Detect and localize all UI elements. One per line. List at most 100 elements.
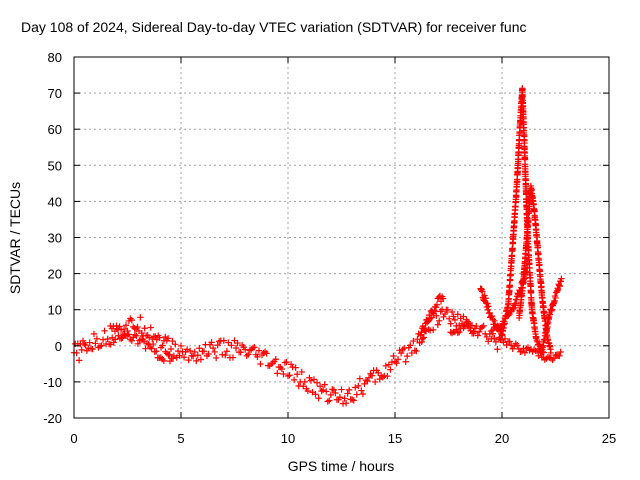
data-point: [390, 352, 397, 360]
data-point: [128, 337, 135, 344]
data-point: [229, 354, 237, 361]
data-point: [152, 333, 159, 340]
data-point: [193, 357, 200, 365]
x-tick-label: 5: [177, 431, 184, 446]
x-tick-label: 10: [281, 431, 295, 446]
data-point: [146, 334, 153, 341]
data-point: [169, 337, 176, 345]
data-point: [514, 342, 521, 349]
data-point: [118, 335, 125, 342]
data-point: [78, 346, 85, 354]
data-point: [191, 348, 198, 356]
data-point: [349, 396, 356, 403]
data-point: [172, 341, 179, 348]
data-point: [313, 379, 321, 386]
data-point: [123, 332, 131, 339]
data-point: [364, 377, 371, 385]
data-point: [148, 345, 155, 352]
data-point: [304, 387, 312, 395]
y-tick-label: 60: [48, 122, 62, 137]
data-point: [430, 326, 437, 334]
data-point: [237, 349, 244, 356]
data-point: [475, 328, 483, 336]
data-point: [165, 351, 172, 359]
data-point: [557, 348, 564, 356]
data-point: [439, 295, 447, 302]
data-point: [159, 342, 166, 349]
y-axis-label: SDTVAR / TECUs: [7, 182, 23, 294]
data-point: [352, 384, 359, 391]
x-tick-label: 20: [495, 431, 509, 446]
data-point: [292, 364, 299, 371]
data-point: [146, 343, 154, 351]
data-point: [384, 373, 391, 380]
data-point: [468, 322, 476, 329]
y-tick-label: 70: [48, 86, 62, 101]
data-point: [518, 348, 526, 355]
data-point: [249, 344, 257, 352]
data-point: [122, 322, 130, 329]
data-point: [280, 370, 287, 378]
data-point: [177, 342, 185, 350]
data-point: [205, 350, 212, 358]
chart-title: Day 108 of 2024, Sidereal Day-to-day VTE…: [21, 19, 527, 35]
data-point: [485, 303, 492, 310]
data-point: [494, 346, 501, 353]
data-point: [200, 348, 208, 355]
data-point: [434, 321, 441, 328]
data-point: [402, 358, 409, 365]
data-point: [197, 356, 205, 363]
data-point: [323, 388, 330, 395]
y-tick-label: -20: [43, 411, 62, 426]
data-point: [350, 397, 357, 404]
data-point: [255, 347, 263, 354]
data-point: [448, 308, 456, 316]
data-point: [341, 395, 348, 402]
data-point: [419, 335, 427, 342]
data-point: [330, 386, 338, 394]
data-point: [507, 342, 515, 349]
data-point: [180, 354, 188, 361]
data-point: [98, 342, 105, 349]
data-point: [327, 391, 334, 399]
series-1: [107, 322, 177, 365]
data-point: [112, 336, 119, 343]
data-point: [505, 312, 512, 319]
data-point: [185, 356, 192, 364]
data-point: [407, 342, 414, 349]
data-point: [345, 386, 353, 394]
data-point: [488, 327, 495, 335]
data-point: [272, 356, 279, 363]
data-point: [324, 398, 331, 405]
data-point: [274, 370, 281, 377]
data-point: [290, 376, 298, 384]
data-point: [433, 301, 441, 308]
data-point: [194, 352, 202, 359]
data-point: [387, 366, 394, 373]
data-point: [521, 349, 529, 356]
data-point: [113, 322, 120, 330]
data-point: [456, 328, 463, 336]
data-point: [223, 348, 231, 355]
data-point: [307, 377, 315, 384]
data-point: [526, 347, 533, 354]
data-point: [99, 336, 107, 343]
data-point: [453, 322, 460, 330]
data-point: [92, 340, 99, 347]
data-point: [393, 359, 400, 367]
data-point: [483, 333, 490, 341]
data-point: [153, 348, 160, 355]
data-point: [90, 330, 98, 338]
data-point: [420, 325, 427, 333]
data-point: [440, 313, 447, 321]
data-point: [556, 352, 563, 360]
data-point: [137, 314, 144, 321]
data-point: [344, 390, 351, 397]
data-point: [488, 335, 495, 343]
data-point: [480, 322, 487, 330]
data-point: [506, 338, 513, 345]
data-point: [547, 349, 555, 357]
data-point: [460, 324, 467, 332]
data-point: [478, 323, 486, 331]
series-0: [70, 306, 504, 407]
